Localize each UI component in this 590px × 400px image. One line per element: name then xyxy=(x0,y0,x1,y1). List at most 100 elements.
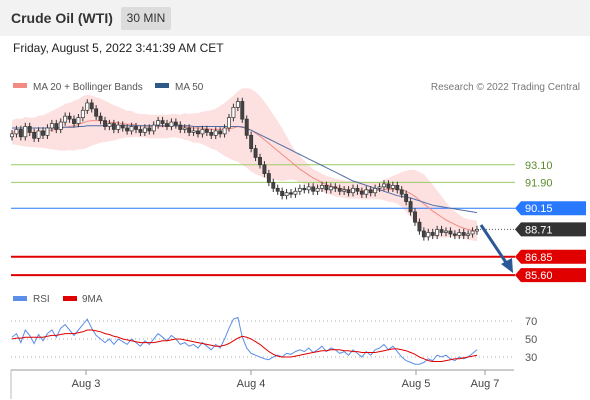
candle xyxy=(475,225,479,235)
candle xyxy=(271,178,276,192)
candle-body xyxy=(204,129,209,133)
candle xyxy=(129,122,134,135)
candle-body xyxy=(45,127,50,136)
candle-body xyxy=(10,133,14,138)
candle xyxy=(377,183,382,192)
candle xyxy=(125,124,130,135)
candle xyxy=(67,112,72,123)
candle-body xyxy=(249,134,254,149)
candle xyxy=(306,183,311,194)
candle xyxy=(382,180,386,191)
candle-body xyxy=(125,127,130,132)
candle xyxy=(320,181,324,192)
candle xyxy=(222,124,227,138)
candle xyxy=(182,124,187,134)
candle xyxy=(27,122,32,137)
candle-body xyxy=(49,123,54,129)
candle xyxy=(284,189,289,200)
candle xyxy=(413,208,417,226)
candle-body xyxy=(209,132,214,136)
level-box-4 xyxy=(515,249,586,264)
candle xyxy=(262,161,267,178)
candles xyxy=(10,97,479,241)
ma50-line xyxy=(12,125,478,214)
candle xyxy=(435,225,440,240)
candle-body xyxy=(377,186,382,189)
candle-body xyxy=(222,127,227,135)
candle-body xyxy=(457,232,462,236)
candle xyxy=(204,125,209,137)
candle-body xyxy=(169,121,174,127)
candle-body xyxy=(67,115,72,120)
candle-body xyxy=(187,127,192,133)
candle-body xyxy=(182,127,187,130)
candle xyxy=(160,116,165,128)
candle-body xyxy=(382,183,386,188)
candle-body xyxy=(94,108,99,117)
candle xyxy=(390,181,395,192)
candle xyxy=(311,183,316,195)
candle xyxy=(196,127,200,138)
candle-body xyxy=(461,232,466,236)
candle-body xyxy=(63,115,68,123)
candle-body xyxy=(311,186,316,192)
candle xyxy=(386,180,391,192)
candle-body xyxy=(235,101,240,108)
candle xyxy=(439,225,444,237)
candle xyxy=(430,228,435,240)
candle-body xyxy=(54,123,59,130)
candle-body xyxy=(41,130,45,136)
ma50-legend-label: MA 50 xyxy=(175,82,204,93)
candle-body xyxy=(430,232,435,236)
candle xyxy=(280,187,285,200)
candle xyxy=(94,105,99,120)
level-box-3 xyxy=(515,222,586,237)
candle xyxy=(165,119,169,131)
candle xyxy=(355,184,360,195)
candle-body xyxy=(466,233,471,236)
candle xyxy=(444,227,448,237)
candle-body xyxy=(200,129,205,135)
candle xyxy=(227,113,231,132)
candle-body xyxy=(80,109,85,119)
candle-body xyxy=(138,129,143,133)
candle-body xyxy=(395,185,400,191)
candle xyxy=(120,121,125,132)
candle xyxy=(404,190,409,206)
candle xyxy=(417,218,422,235)
candle xyxy=(103,116,107,131)
candle-body xyxy=(76,117,81,124)
candle-body xyxy=(165,123,169,127)
candle xyxy=(173,118,178,129)
candle xyxy=(293,187,298,198)
candle xyxy=(80,106,85,122)
rsi-legend-label: RSI xyxy=(33,294,50,305)
candle xyxy=(368,186,373,197)
candle-body xyxy=(302,187,307,191)
candle-body xyxy=(258,157,262,166)
candle xyxy=(302,184,307,194)
candle-body xyxy=(89,102,94,110)
candle xyxy=(249,131,254,153)
level-label-0: 93.10 xyxy=(525,160,553,172)
candle xyxy=(333,183,338,192)
candle-body xyxy=(306,186,311,191)
candle xyxy=(89,99,94,113)
candle xyxy=(342,186,347,195)
candle-body xyxy=(386,183,391,189)
candle xyxy=(45,124,50,140)
candle-body xyxy=(32,132,37,139)
candle-body xyxy=(160,120,165,124)
candle xyxy=(49,119,54,132)
interval-button[interactable]: 30 MIN xyxy=(121,7,171,30)
candle xyxy=(240,97,245,123)
candle-body xyxy=(417,221,422,232)
candle xyxy=(147,124,152,135)
candle xyxy=(258,153,262,169)
candle-body xyxy=(337,187,342,192)
candle-body xyxy=(85,102,90,111)
candle-body xyxy=(275,187,280,192)
rsi-panel: 70 50 30 xyxy=(11,316,537,365)
candle-body xyxy=(452,233,457,236)
